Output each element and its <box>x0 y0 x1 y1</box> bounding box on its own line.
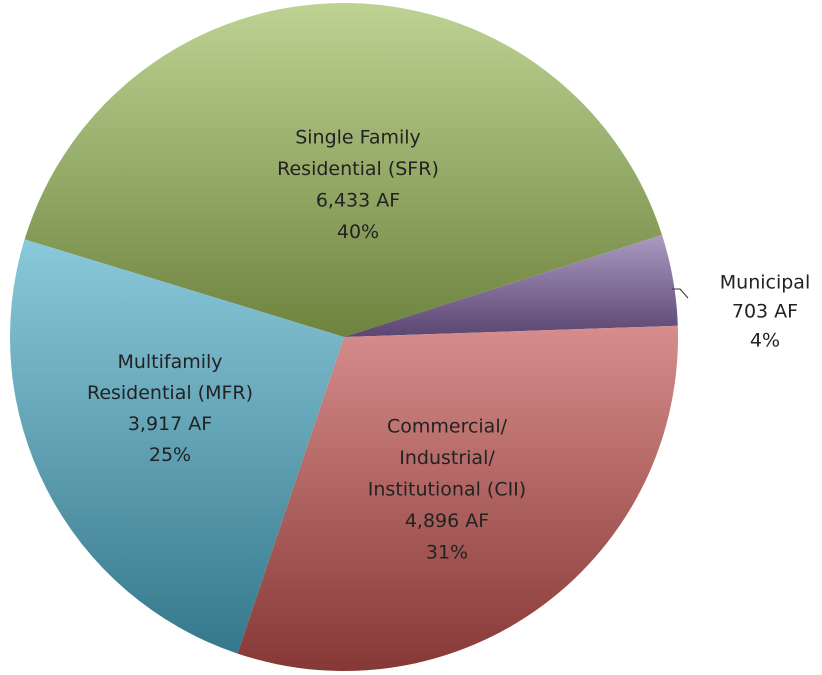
category-label: Multifamily <box>117 351 222 373</box>
category-label: Municipal <box>720 272 810 294</box>
pie-slice <box>344 234 678 337</box>
labels: Single Family Residential (SFR) 6,433 AF 40… <box>87 126 810 563</box>
percent-label: 25% <box>149 444 191 466</box>
pie-slice <box>10 239 345 654</box>
value-label: 6,433 AF <box>316 189 400 211</box>
category-label: Industrial/ <box>399 447 495 469</box>
percent-label: 40% <box>337 221 379 243</box>
value-label: 3,917 AF <box>128 413 212 435</box>
pie-slice <box>24 2 663 338</box>
percent-label: 31% <box>426 542 468 564</box>
category-label: Residential (SFR) <box>277 158 439 180</box>
value-label: 4,896 AF <box>405 510 489 532</box>
leader-line <box>672 288 689 299</box>
percent-label: 4% <box>750 330 780 352</box>
category-label: Institutional (CII) <box>368 479 526 501</box>
pie-slice <box>237 325 679 671</box>
value-label: 703 AF <box>732 301 798 323</box>
pie <box>10 2 679 671</box>
category-label: Single Family <box>295 126 421 148</box>
category-label: Residential (MFR) <box>87 382 253 404</box>
category-label: Commercial/ <box>387 416 508 438</box>
